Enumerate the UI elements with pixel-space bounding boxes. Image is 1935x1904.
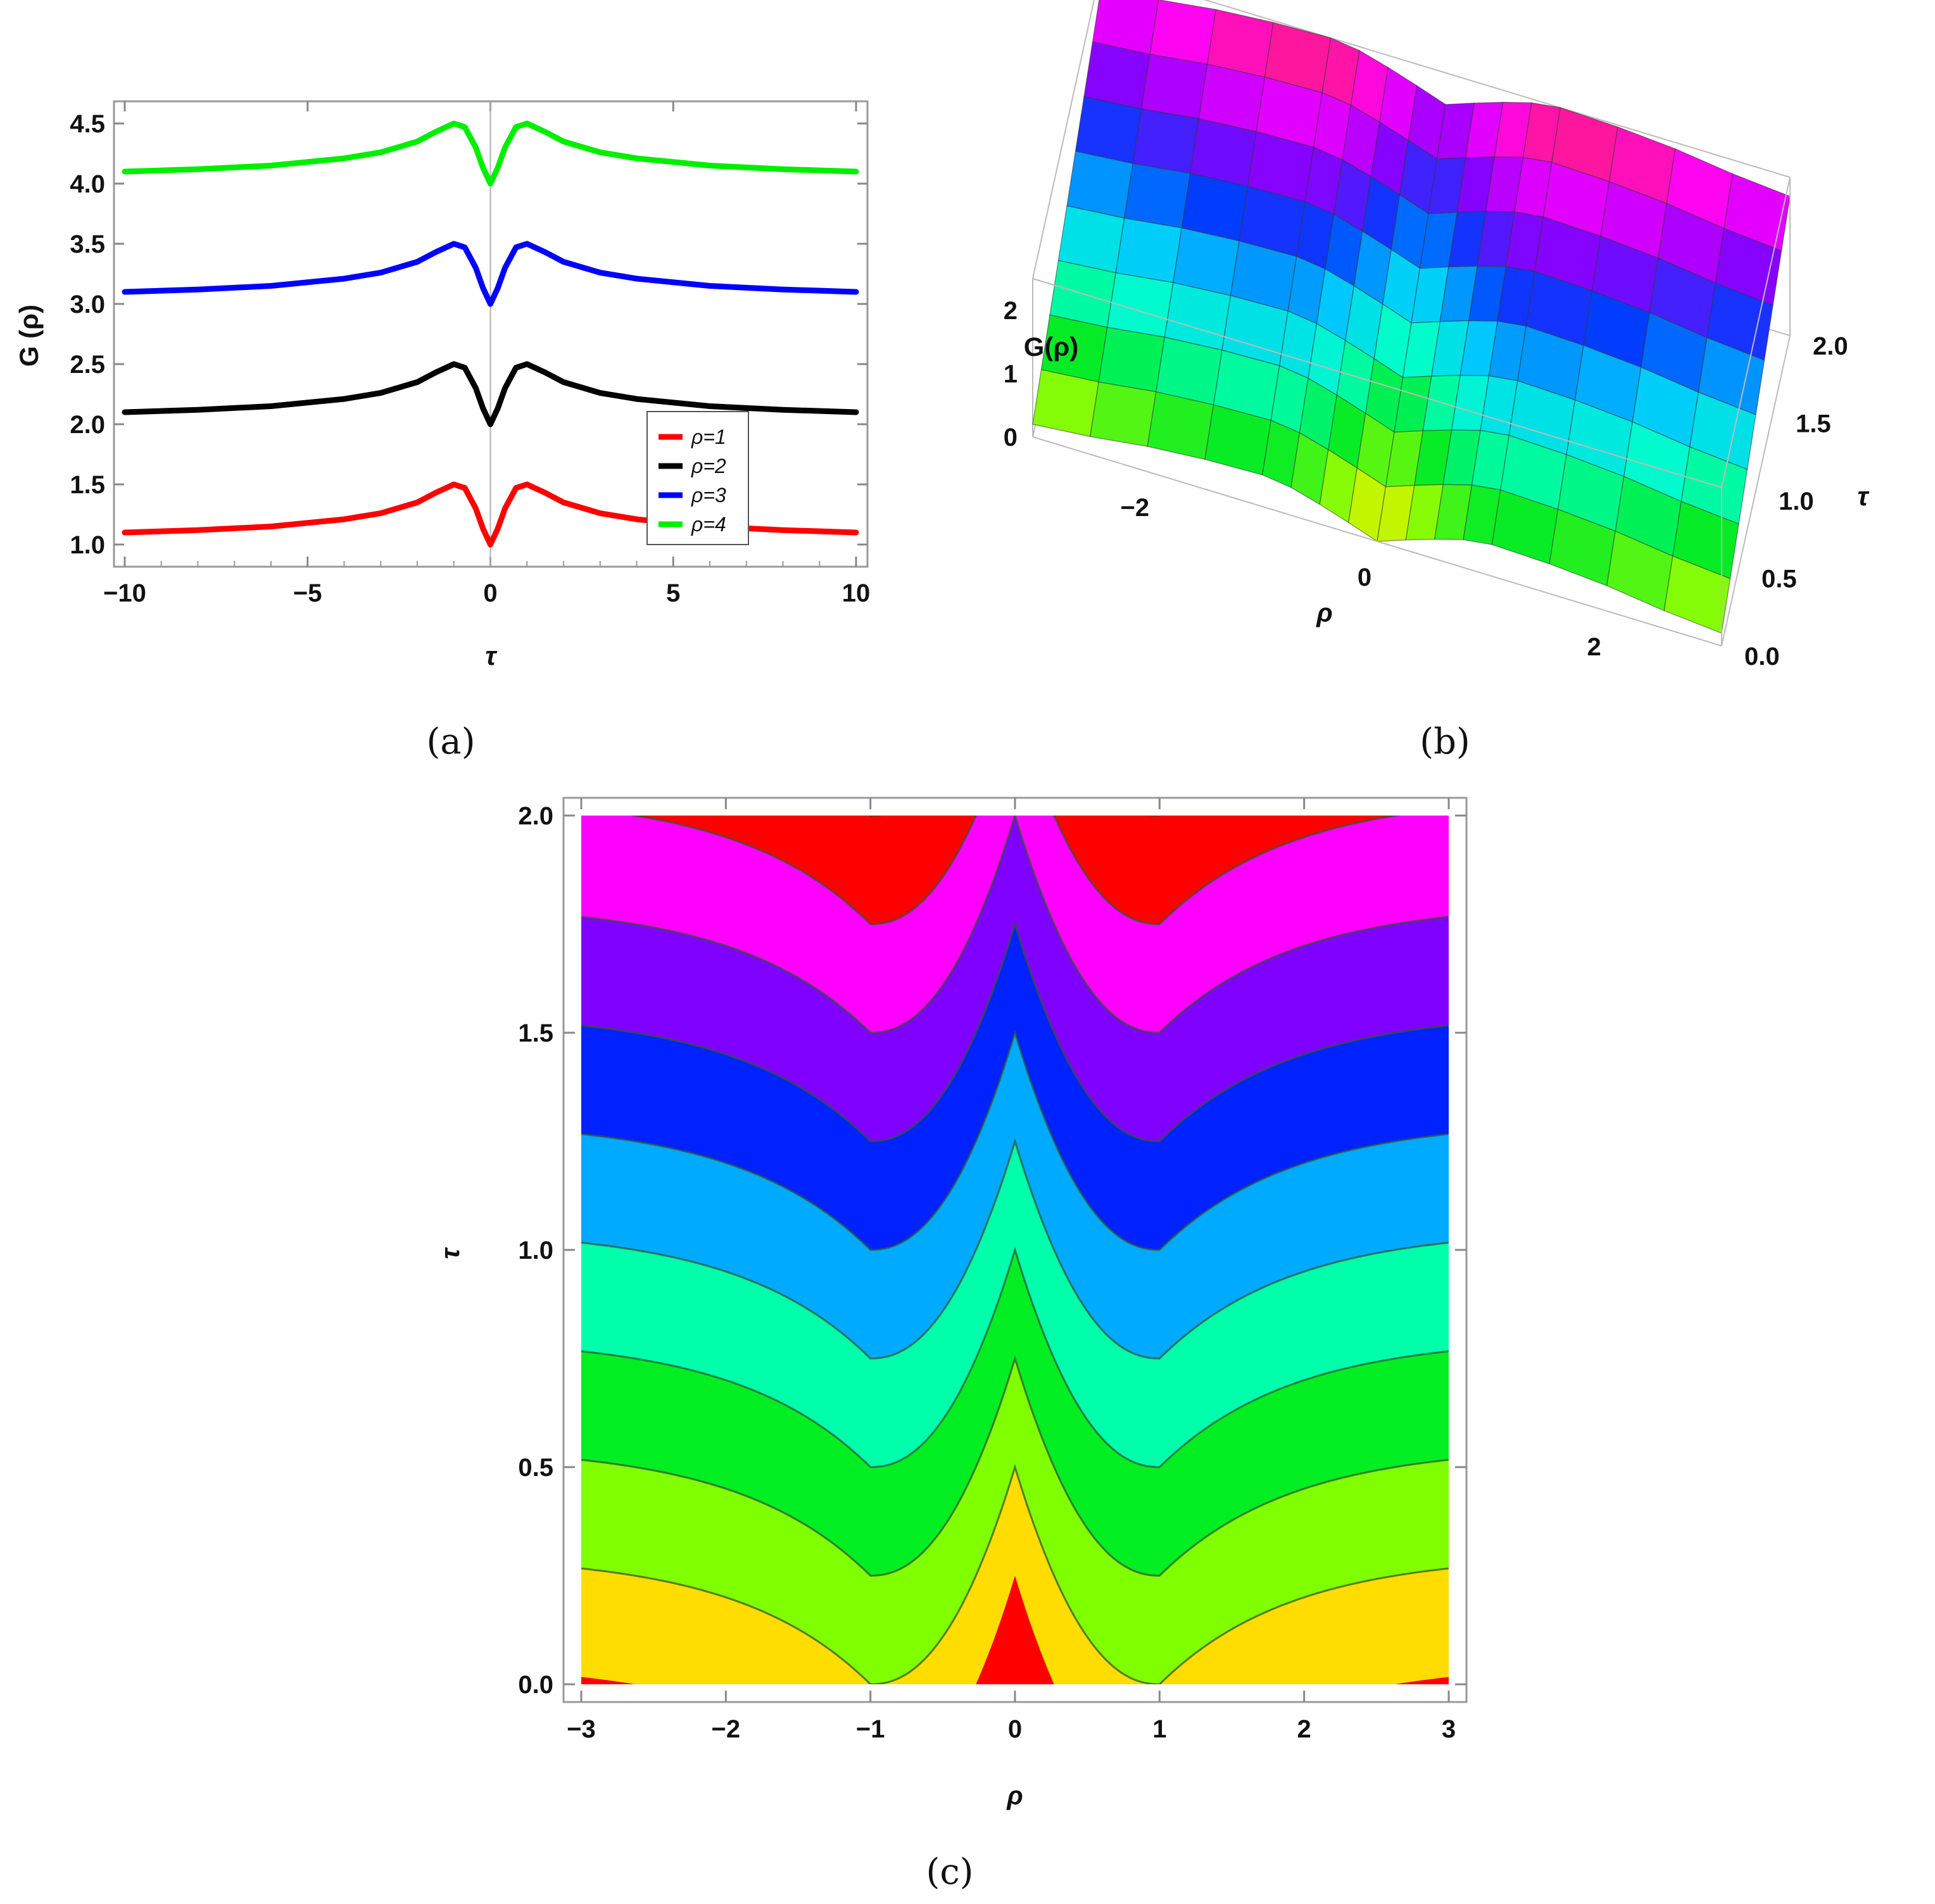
panel-b-surface-chart: −2 0 2 0.0 0.5 1.0 1.5 2.0 0 1 2 G(ρ) ρ τ xyxy=(1004,0,1869,671)
panel-b-surface-patch xyxy=(1124,163,1191,229)
panel-a-legend: ρ=1 ρ=2 ρ=3 ρ=4 xyxy=(646,411,749,545)
panel-c-contour-band xyxy=(581,1575,1449,1684)
panel-a-y-tick-label: 3.5 xyxy=(70,230,105,258)
panel-c-contour-bands xyxy=(581,816,1449,1684)
panel-b-surface-patch xyxy=(1663,555,1731,634)
panel-b-tau-tick-label: 1.5 xyxy=(1796,410,1831,438)
panel-a-y-tick-label: 2.5 xyxy=(70,351,105,379)
panel-c-x-tick-label: −3 xyxy=(567,1715,596,1743)
panel-b-surface-mesh xyxy=(1032,0,1791,634)
panel-b-tau-tick-label: 2.0 xyxy=(1813,332,1848,360)
panel-b-y-axis-label: τ xyxy=(1857,481,1869,511)
panel-b-z-tick-label: 1 xyxy=(1004,360,1018,388)
panel-b-tau-tick-label: 1.0 xyxy=(1779,488,1814,515)
panel-a-y-tick-label: 2.0 xyxy=(70,411,105,439)
panel-a-x-tick-label: 10 xyxy=(842,579,871,607)
panel-a-y-tick-label: 4.0 xyxy=(70,170,105,198)
panel-b-box-edge xyxy=(1032,0,1095,279)
panel-a-series-lines xyxy=(122,101,859,567)
panel-c-x-axis-label: ρ xyxy=(1006,1781,1023,1810)
panel-c-contour-lines xyxy=(581,816,1449,1684)
panel-b-box-edge-front xyxy=(1721,177,1791,488)
panel-b-z-tick-label: 0 xyxy=(1004,424,1018,451)
panel-b-axis-ticks: −2 0 2 0.0 0.5 1.0 1.5 2.0 0 1 2 xyxy=(1004,297,1848,671)
caption-b: (b) xyxy=(1420,721,1470,762)
panel-c-contour-line xyxy=(629,816,1401,926)
panel-b-surface-patch xyxy=(1115,217,1182,283)
panel-b-surface-patch xyxy=(1098,327,1165,393)
panel-c-contour-line xyxy=(581,816,1449,1034)
panel-c-contour-line xyxy=(581,1138,1449,1360)
panel-a-line-chart: −10 −5 0 5 10 1.0 1.5 2.0 2.5 3.0 3.5 4.0 4.5 τ G (ρ… xyxy=(14,100,870,671)
panel-c-contour-line xyxy=(581,1029,1449,1251)
panel-a-x-tick-label: 0 xyxy=(483,579,497,607)
panel-c-y-tick-label: 0.5 xyxy=(518,1454,553,1482)
panel-a-legend-label: ρ=4 xyxy=(691,513,726,536)
panel-b-tau-tick-label: 0.5 xyxy=(1762,565,1797,593)
panel-a-legend-label: ρ=1 xyxy=(691,426,726,448)
panel-a-x-axis-label: τ xyxy=(485,641,497,671)
panel-c-y-tick-label: 1.0 xyxy=(518,1237,553,1264)
panel-b-box-edge-front xyxy=(1032,278,1722,488)
panel-c-contour-line xyxy=(869,816,1161,817)
panel-b-surface-patch xyxy=(1141,54,1208,120)
panel-a-series-line-rho3 xyxy=(122,241,859,307)
panel-a-y-axis-label: G (ρ) xyxy=(14,305,44,367)
panel-b-bounding-box-front xyxy=(1032,177,1791,646)
panel-c-contour-chart: −3 −2 −1 0 1 2 3 0.0 0.5 1.0 1.5 2.0 ρ τ xyxy=(435,797,1468,1810)
panel-c-y-axis-label: τ xyxy=(435,1247,465,1259)
panel-a-y-tick-label: 3.0 xyxy=(70,291,105,318)
panel-b-z-tick-label: 2 xyxy=(1004,297,1018,325)
panel-a-x-tick-label: −5 xyxy=(293,579,322,607)
panel-b-surface-patch xyxy=(1107,272,1174,338)
panel-c-x-tick-label: −1 xyxy=(856,1715,885,1743)
panel-a-y-tick-label: 4.5 xyxy=(70,110,105,138)
panel-b-tau-tick-label: 0.0 xyxy=(1744,643,1780,671)
panel-c-y-tick-label: 2.0 xyxy=(518,802,553,830)
panel-b-box-edge-front xyxy=(1721,335,1791,646)
panel-c-contour-line xyxy=(581,1355,1449,1577)
panel-c-x-tick-label: 3 xyxy=(1442,1715,1456,1743)
panel-b-rho-tick-label: −2 xyxy=(1121,494,1150,522)
caption-a: (a) xyxy=(426,721,475,762)
panel-c-x-tick-label: 0 xyxy=(1008,1715,1022,1743)
panel-b-surface-patch xyxy=(1149,0,1216,65)
panel-b-surface-patch xyxy=(1132,108,1199,174)
panel-a-series-line-rho4 xyxy=(122,120,859,187)
panel-c-contour-line xyxy=(581,1246,1449,1468)
panel-b-box-edge xyxy=(1203,0,1791,178)
panel-c-y-tick-label: 1.5 xyxy=(518,1019,553,1047)
panel-c-axis-ticks: −3 −2 −1 0 1 2 3 0.0 0.5 1.0 1.5 2.0 xyxy=(518,798,1466,1743)
panel-a-y-tick-label: 1.0 xyxy=(70,531,105,559)
panel-c-x-tick-label: 1 xyxy=(1152,1715,1166,1743)
panel-a-y-tick-label: 1.5 xyxy=(70,471,105,499)
panel-b-surface-patch xyxy=(1032,369,1099,438)
panel-a-series-line-rho2 xyxy=(122,361,859,427)
panel-c-x-tick-label: −2 xyxy=(712,1715,741,1743)
panel-b-rho-tick-label: 0 xyxy=(1358,564,1371,591)
panel-b-surface-patch xyxy=(1090,381,1157,447)
caption-c: (c) xyxy=(926,1851,973,1893)
panel-a-series-line-rho1 xyxy=(122,481,859,548)
panel-c-y-tick-label: 0.0 xyxy=(518,1671,553,1699)
panel-a-x-tick-label: −10 xyxy=(103,579,146,607)
panel-b-x-axis-label: ρ xyxy=(1316,598,1332,627)
panel-a-legend-label: ρ=2 xyxy=(691,455,726,477)
panel-c-contour-line xyxy=(581,1463,1449,1684)
panel-a-axis-ticks: −10 −5 0 5 10 1.0 1.5 2.0 2.5 3.0 3.5 4.0 4.5 xyxy=(70,101,870,607)
panel-c-contour-line xyxy=(581,921,1449,1143)
panel-a-x-tick-label: 5 xyxy=(666,579,680,607)
panel-b-box-edge-front xyxy=(1032,436,1722,646)
panel-c-x-tick-label: 2 xyxy=(1297,1715,1311,1743)
panel-b-rho-tick-label: 2 xyxy=(1587,633,1601,661)
panel-a-legend-label: ρ=3 xyxy=(691,484,726,507)
panel-b-z-axis-label: G(ρ) xyxy=(1024,332,1079,362)
